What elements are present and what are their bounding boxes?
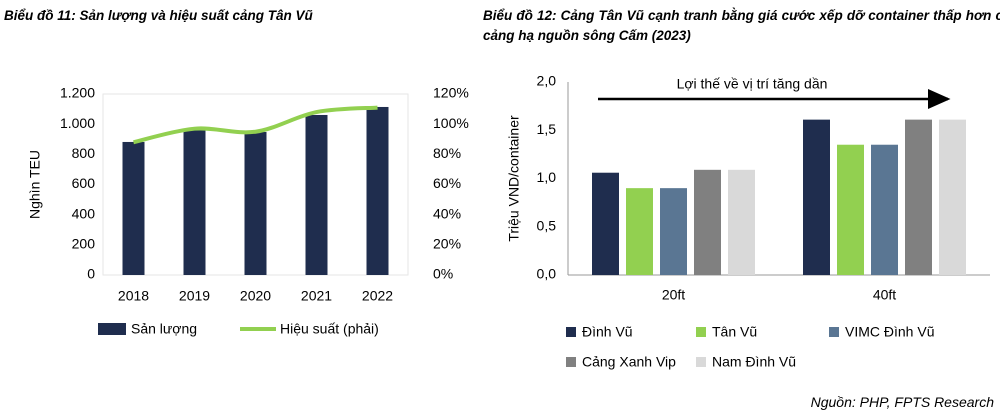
y-tick-label: 0 <box>87 266 95 282</box>
bar <box>244 132 267 275</box>
y-tick-label: 120% <box>433 85 469 101</box>
y-tick-label: 80% <box>433 145 461 161</box>
bar <box>939 119 966 275</box>
x-tick-label: 2020 <box>240 288 271 304</box>
legend-swatch <box>696 357 706 367</box>
x-tick-label: 20ft <box>662 287 685 303</box>
y-tick-label: 100% <box>433 115 469 131</box>
x-tick-label: 2019 <box>179 288 210 304</box>
legend-label: Tân Vũ <box>712 324 757 340</box>
legend-label: Đình Vũ <box>582 324 633 340</box>
y-tick-label: 1.000 <box>60 115 95 131</box>
chart-title: Biểu đồ 12: Cảng Tân Vũ cạnh tranh bằng … <box>483 8 1000 43</box>
y-tick-label: 0,0 <box>537 266 557 282</box>
y-axis-label: Nghìn TEU <box>27 150 43 219</box>
bar <box>871 144 898 275</box>
legend-label: Nam Đình Vũ <box>712 354 796 370</box>
legend-label: Sản lượng <box>131 321 197 337</box>
legend-swatch <box>829 327 839 337</box>
y-tick-label: 0% <box>433 266 453 282</box>
bar <box>694 169 721 275</box>
legend-swatch <box>566 357 576 367</box>
bar <box>366 106 389 275</box>
x-tick-label: 2021 <box>301 288 332 304</box>
y-tick-label: 200 <box>72 236 96 252</box>
y-tick-label: 1,0 <box>537 169 557 185</box>
x-tick-label: 2022 <box>362 288 393 304</box>
y-tick-label: 400 <box>72 205 96 221</box>
legend-swatch <box>98 323 126 335</box>
bar <box>626 188 653 275</box>
line <box>133 105 378 145</box>
legend-label: Hiệu suất (phải) <box>280 321 379 337</box>
y-tick-label: 1.200 <box>60 85 95 101</box>
x-tick-label: 2018 <box>118 288 149 304</box>
chart-title: Biểu đồ 11: Sản lượng và hiệu suất cảng … <box>4 8 313 23</box>
y-tick-label: 600 <box>72 175 96 191</box>
bar <box>122 141 145 275</box>
source-note: Nguồn: PHP, FPTS Research <box>810 394 994 410</box>
bar <box>837 144 864 275</box>
y-tick-label: 40% <box>433 205 461 221</box>
annotation: Lợi thế về vị trí tăng dần <box>677 76 828 92</box>
legend-swatch <box>696 327 706 337</box>
y-axis-label: Triệu VND/container <box>506 115 522 242</box>
y-tick-label: 2,0 <box>537 73 557 89</box>
y-tick-label: 800 <box>72 145 96 161</box>
bar <box>305 114 328 275</box>
bar <box>183 130 206 275</box>
x-tick-label: 40ft <box>873 287 896 303</box>
bar <box>592 172 619 275</box>
y-tick-label: 60% <box>433 175 461 191</box>
bar <box>905 119 932 275</box>
bar <box>660 188 687 275</box>
y-tick-label: 0,5 <box>537 217 557 233</box>
bar <box>728 169 755 275</box>
y-tick-label: 1,5 <box>537 121 557 137</box>
legend-label: VIMC Đình Vũ <box>845 324 934 340</box>
legend-swatch <box>566 327 576 337</box>
legend-label: Cảng Xanh Vip <box>582 354 676 370</box>
y-tick-label: 20% <box>433 236 461 252</box>
bar <box>803 119 830 275</box>
